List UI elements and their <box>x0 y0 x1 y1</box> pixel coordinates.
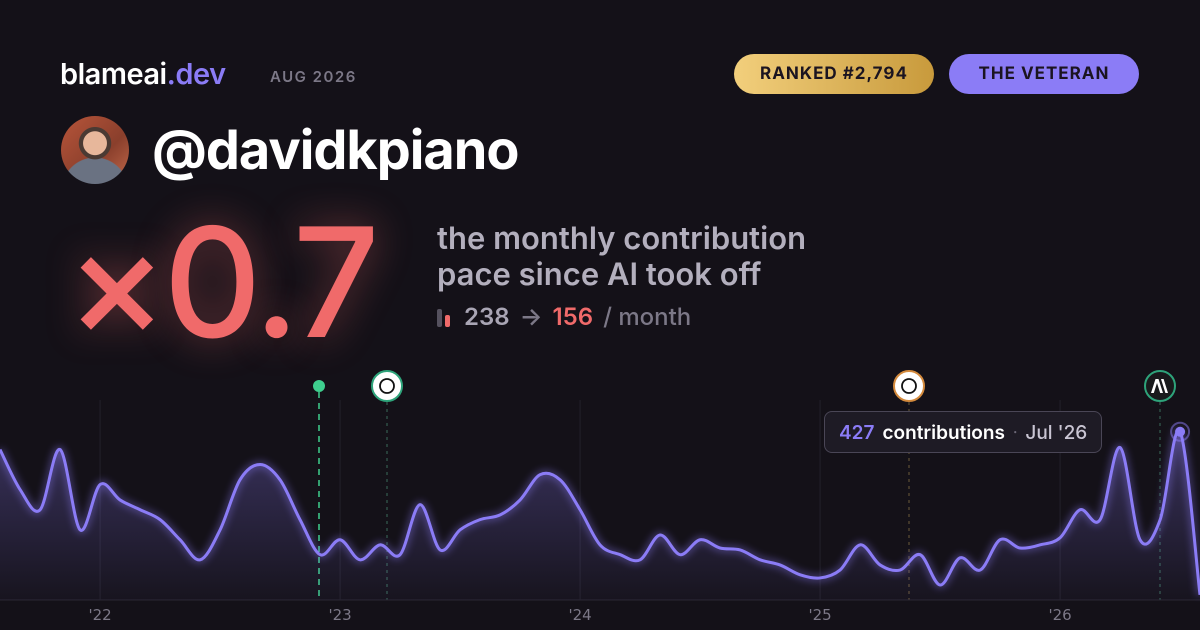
handle: @davidkpiano <box>152 118 519 183</box>
brand: blameai.dev <box>60 56 226 91</box>
x-tick-label: '22 <box>88 606 111 624</box>
event-icon <box>371 370 403 402</box>
stat-icon <box>437 307 450 327</box>
brand-name: blameai <box>60 56 167 91</box>
event-icon-glyph <box>901 378 917 394</box>
stat-line: 238 → 156 / month <box>437 302 691 331</box>
caption: the monthly contribution <box>437 220 807 257</box>
area <box>0 430 1200 600</box>
stat-arrow: → <box>519 302 543 331</box>
event-icon-glyph <box>1151 379 1168 393</box>
rank-badge: RANKED #2,794 <box>734 54 934 94</box>
x-tick-label: '26 <box>1048 606 1071 624</box>
event-icon <box>893 370 925 402</box>
date: AUG 2026 <box>270 67 357 86</box>
x-tick-label: '23 <box>328 606 351 624</box>
brand-tld: .dev <box>166 56 226 91</box>
tooltip-value: 427 <box>839 420 875 444</box>
tooltip-date: Jul '26 <box>1025 420 1088 444</box>
highlight-ring <box>1170 421 1191 442</box>
x-tick-label: '24 <box>568 606 591 624</box>
avatar <box>61 116 129 184</box>
title-badge: THE VETERAN <box>949 54 1139 94</box>
stat-unit: / month <box>603 302 692 331</box>
x-tick-label: '25 <box>808 606 831 624</box>
event-dot <box>313 380 325 392</box>
tooltip: 427 contributions · Jul '26 <box>824 411 1103 453</box>
multiplier: ×0.7 <box>66 190 380 374</box>
tooltip-separator: · <box>1012 423 1018 441</box>
event-markers <box>313 370 1176 600</box>
highlight-point <box>1175 426 1186 437</box>
tooltip-label: contributions <box>882 420 1005 444</box>
stat-before: 238 <box>464 302 510 331</box>
stat-after: 156 <box>552 302 594 331</box>
event-icon-glyph <box>379 378 395 394</box>
line <box>0 429 1200 596</box>
caption: pace since AI took off <box>437 256 762 293</box>
